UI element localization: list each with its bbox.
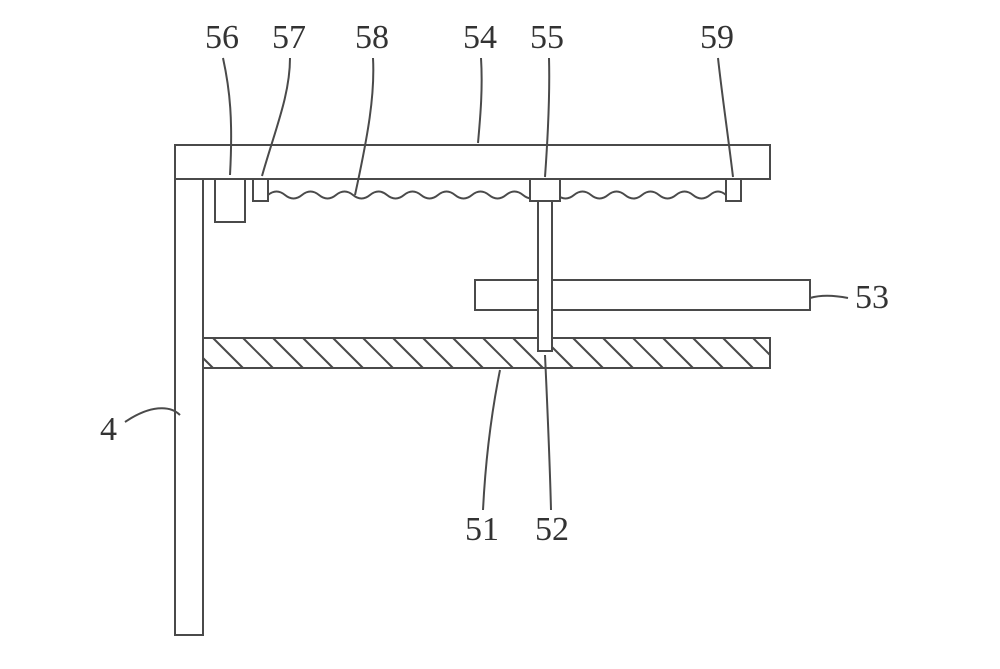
label-51: 51 [465, 511, 499, 548]
leader-51 [483, 370, 500, 510]
top-plate-54 [175, 145, 770, 179]
end-block-57 [253, 179, 268, 201]
motor-block-56 [215, 179, 245, 222]
leader-4 [125, 408, 180, 422]
label-57: 57 [272, 19, 306, 56]
label-53: 53 [855, 279, 889, 316]
vertical-post-4 [175, 145, 203, 635]
center-stem-52 [538, 201, 552, 351]
label-4: 4 [100, 411, 117, 448]
label-58: 58 [355, 19, 389, 56]
leader-53 [810, 296, 848, 298]
label-56: 56 [205, 19, 239, 56]
mid-bar-53 [475, 280, 810, 310]
slider-block-55 [530, 179, 560, 201]
leader-52 [545, 355, 551, 510]
label-54: 54 [463, 19, 497, 56]
label-52: 52 [535, 511, 569, 548]
end-block-59 [726, 179, 741, 201]
label-59: 59 [700, 19, 734, 56]
label-55: 55 [530, 19, 564, 56]
leader-54 [478, 58, 482, 143]
screw-thread-58 [268, 192, 726, 199]
